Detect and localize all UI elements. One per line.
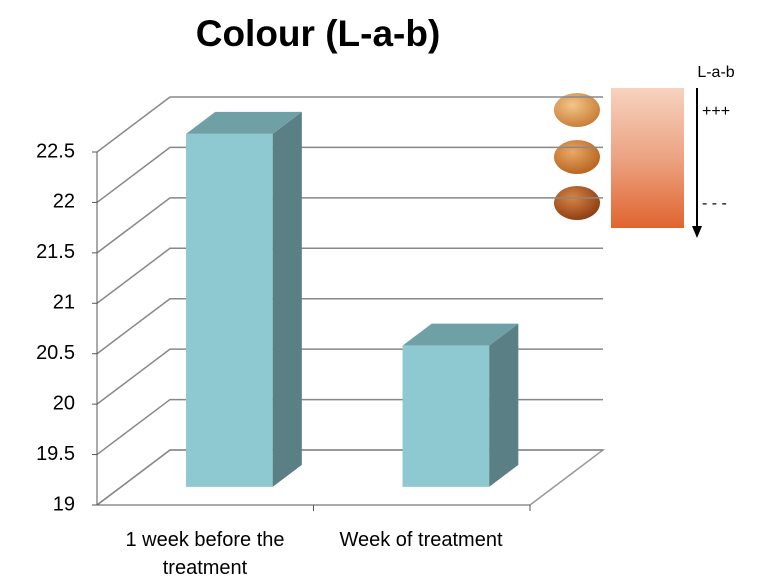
gradient-bar	[611, 88, 684, 228]
grid-line	[97, 450, 603, 505]
bar	[186, 134, 273, 487]
grid-line	[97, 248, 603, 303]
y-tick-label: 20.5	[36, 342, 75, 364]
annotation: - - -	[702, 195, 727, 212]
grid-line	[97, 147, 603, 202]
y-tick-label: 22	[53, 191, 75, 213]
grid-line	[97, 400, 603, 455]
grid-line	[97, 198, 603, 253]
egg	[554, 93, 600, 127]
chart: Colour (L-a-b) L-a-b +++ - - - 19 19.5 20 2…	[0, 0, 771, 582]
colour-scale	[554, 88, 702, 238]
grid-line	[97, 97, 603, 152]
page: Colour (L-a-b) L-a-b +++ - - - 19 19.5 20 2…	[0, 0, 771, 582]
grid-line	[97, 299, 603, 354]
y-tick-label: 21	[53, 292, 75, 314]
bar-side	[273, 112, 302, 487]
bar-side	[489, 324, 518, 487]
x-tick-label: 1 week before the treatment	[110, 526, 300, 582]
egg	[554, 140, 600, 174]
y-tick-label: 19.5	[36, 443, 75, 465]
y-tick-label: 21.5	[36, 241, 75, 263]
y-tick-label: 22.5	[36, 140, 75, 162]
bar	[403, 346, 490, 487]
egg	[554, 186, 600, 220]
floor	[97, 450, 603, 505]
chart-title: Colour (L-a-b)	[196, 13, 441, 54]
annotation: +++	[702, 103, 730, 120]
grid-line	[97, 349, 603, 404]
y-tick-label: 20	[53, 392, 75, 414]
annotation: L-a-b	[697, 64, 734, 81]
x-tick-label: Week of treatment	[326, 526, 516, 554]
arrow-head	[692, 226, 702, 238]
y-tick-label: 19	[53, 493, 75, 515]
